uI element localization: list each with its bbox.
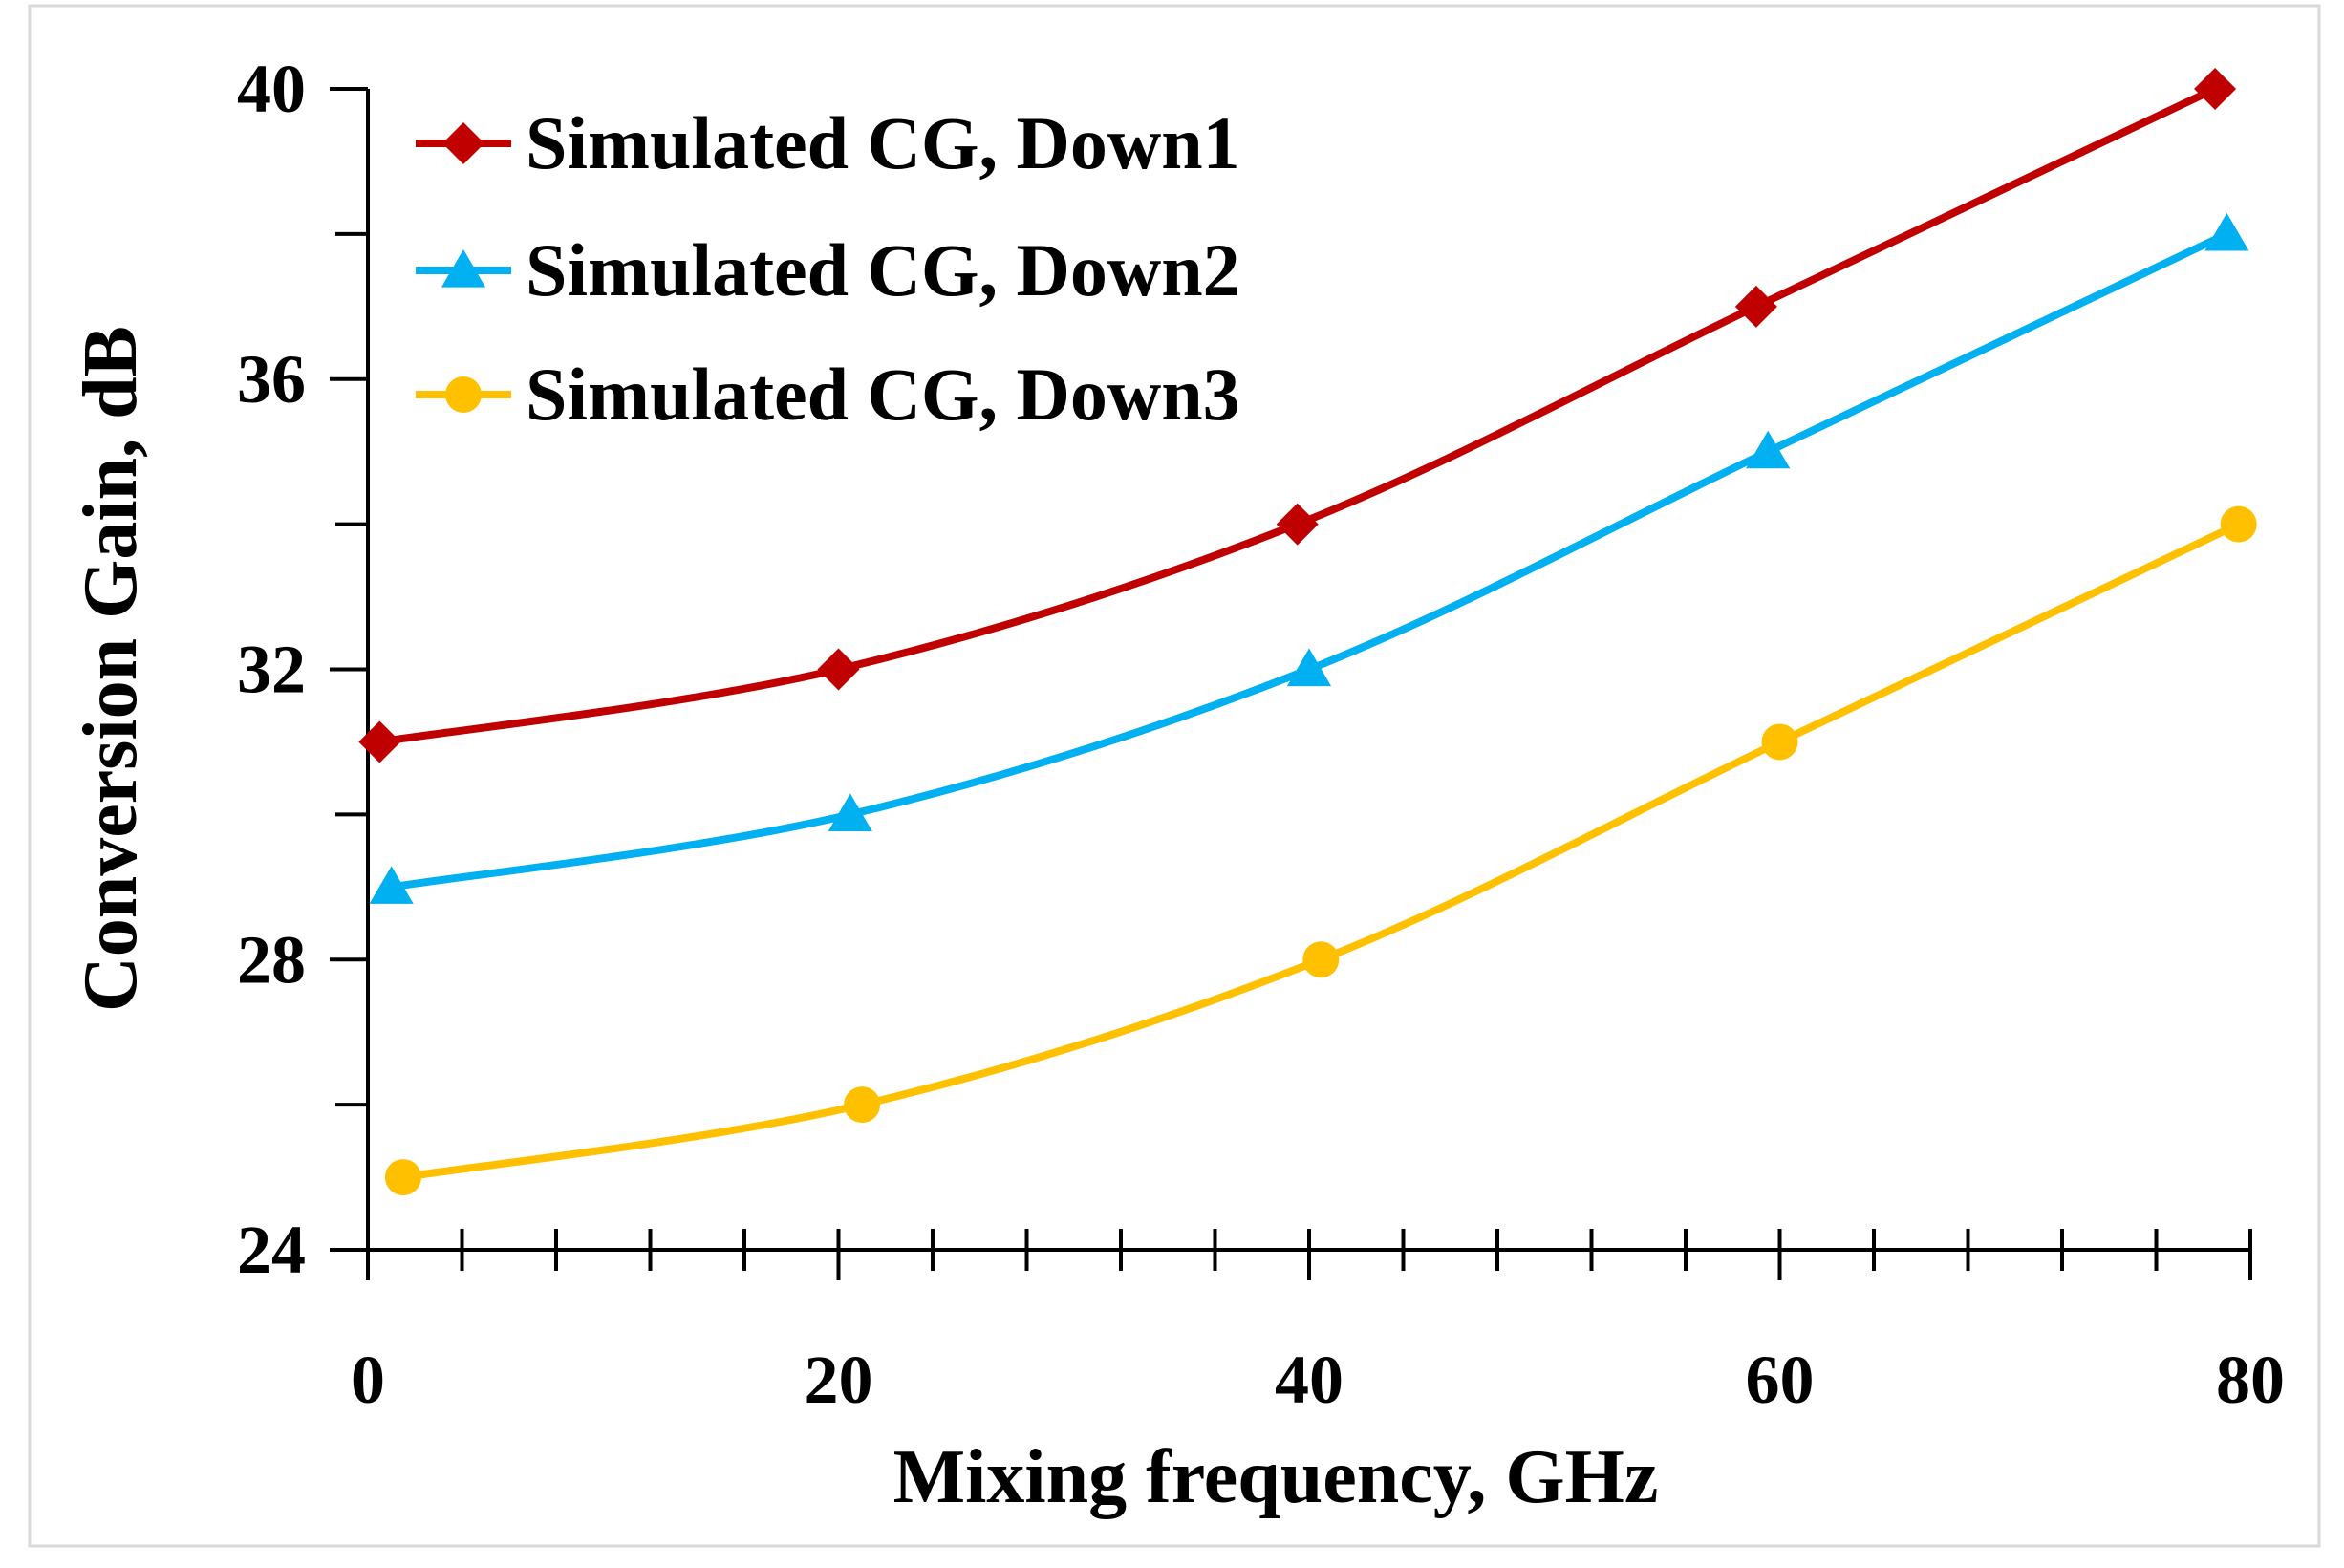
series-3: [384, 505, 2257, 1196]
y-axis-title: Conversion Gain, dB: [69, 326, 153, 1012]
series-1-point: [2194, 68, 2237, 110]
legend-label: Simulated CG, Down3: [526, 353, 1240, 436]
legend-label: Simulated CG, Down2: [526, 228, 1240, 311]
series-2-point: [828, 793, 872, 831]
x-axis-title: Mixing frequency, GHz: [893, 1435, 1659, 1519]
series-3-point: [384, 1159, 421, 1196]
legend-marker: [442, 122, 484, 164]
x-tick-label: 60: [1746, 1342, 1815, 1418]
legend-label: Simulated CG, Down1: [526, 101, 1240, 184]
series-3-point: [2220, 505, 2257, 543]
legend-entry-1: Simulated CG, Down1: [416, 101, 1240, 184]
x-tick-label: 0: [351, 1342, 385, 1418]
series-2-point: [1286, 648, 1332, 687]
legend: Simulated CG, Down1 Simulated CG, Down2 Si…: [416, 101, 1240, 436]
x-tick-label: 20: [805, 1342, 873, 1418]
y-tick-label: 32: [237, 632, 306, 708]
series-3-point: [844, 1086, 881, 1124]
x-tick-label: 80: [2216, 1342, 2285, 1418]
series-1-point: [1276, 503, 1319, 546]
series-2-point: [1746, 430, 1791, 469]
series-1: [358, 68, 2237, 763]
axes: 0 20 40 60 80 24 28 32 36 40: [237, 51, 2285, 1418]
y-tick-label: 40: [237, 51, 306, 127]
legend-marker: [445, 376, 482, 413]
y-tick-label: 24: [237, 1212, 306, 1288]
y-tick-label: 36: [237, 341, 306, 418]
series-3-point: [1761, 723, 1798, 761]
series-1-point: [1734, 285, 1777, 328]
series-2: [369, 212, 2249, 904]
legend-entry-3: Simulated CG, Down3: [416, 353, 1240, 436]
series-3-point: [1302, 941, 1340, 978]
series-2-point: [369, 866, 414, 904]
legend-entry-2: Simulated CG, Down2: [416, 228, 1240, 311]
plot-area: [358, 68, 2257, 1196]
series-2-point: [2204, 212, 2249, 251]
series-1-point: [358, 720, 401, 763]
series-1-point: [817, 648, 860, 691]
y-tick-label: 28: [237, 921, 306, 998]
chart-frame: [28, 4, 2321, 1548]
x-tick-label: 40: [1275, 1342, 1344, 1418]
legend-marker: [441, 249, 486, 288]
